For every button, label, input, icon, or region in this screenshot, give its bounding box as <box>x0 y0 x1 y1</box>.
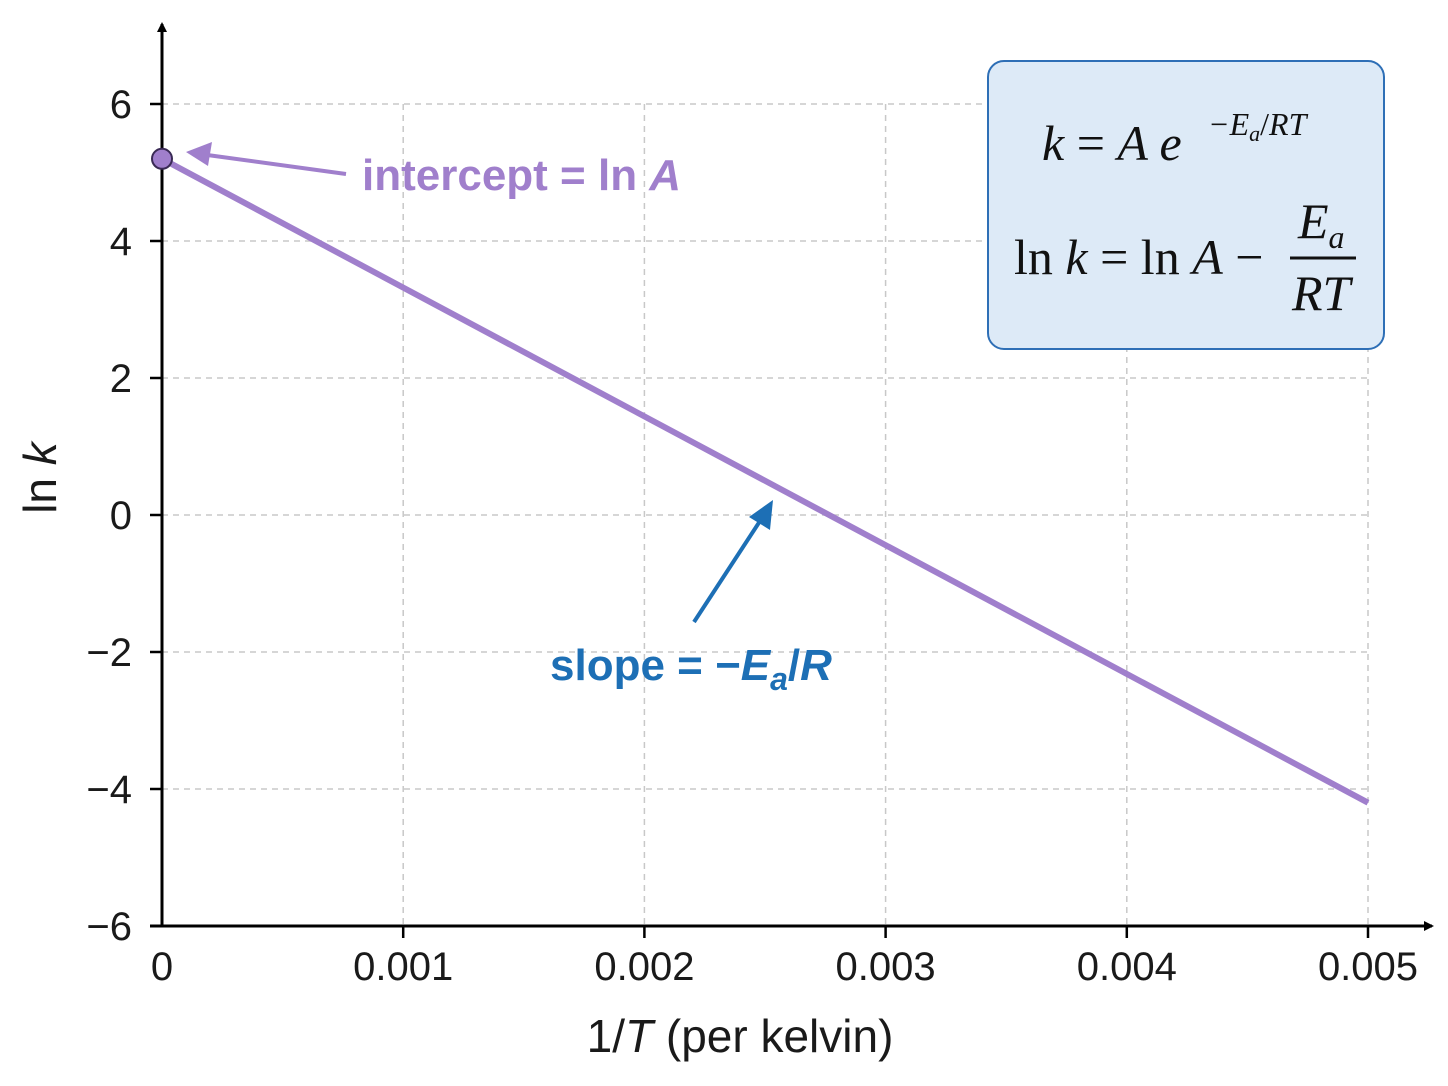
slope-arrowhead <box>749 500 773 530</box>
x-tick-label: 0 <box>151 945 173 989</box>
y-tick-label: −6 <box>86 905 132 949</box>
slope-arrow <box>692 516 764 624</box>
intercept-annotation: intercept = ln A <box>362 151 681 200</box>
intercept-arrowhead <box>186 142 212 166</box>
arrhenius-equation: k = A e <box>1042 115 1182 171</box>
y-tick-label: −4 <box>86 768 132 812</box>
linearized-equation: ln k = ln A − <box>1014 229 1263 285</box>
y-tick-label: 4 <box>110 220 132 264</box>
x-tick-label: 0.003 <box>836 945 936 989</box>
y-axis-label: ln k <box>14 440 66 514</box>
arrhenius-exponent: −Ea/RT <box>1208 106 1309 146</box>
fraction-denominator: RT <box>1291 265 1354 321</box>
equation-box: k = A e −Ea/RT ln k = ln A − Ea RT <box>987 60 1385 350</box>
tick-labels: 6 4 2 0 −2 −4 −6 0 0.001 0.002 0.003 0.004 0.005 <box>86 83 1418 989</box>
series-line <box>160 156 1370 806</box>
intercept-arrow <box>199 152 347 176</box>
fraction-numerator: Ea <box>1297 193 1345 255</box>
x-axis-label: 1/T (per kelvin) <box>587 1010 894 1062</box>
x-tick-label: 0.001 <box>353 945 453 989</box>
x-tick-label: 0.004 <box>1077 945 1177 989</box>
y-tick-label: 0 <box>110 494 132 538</box>
slope-annotation: slope = −Ea/R <box>550 641 832 697</box>
x-tick-label: 0.002 <box>594 945 694 989</box>
intercept-point <box>151 147 173 170</box>
axes <box>150 22 1434 938</box>
y-tick-label: 6 <box>110 83 132 127</box>
annotations <box>186 142 773 624</box>
series-layer <box>151 147 1370 806</box>
equation-box-background <box>987 60 1385 350</box>
y-tick-label: −2 <box>86 631 132 675</box>
y-tick-label: 2 <box>110 357 132 401</box>
x-tick-label: 0.005 <box>1318 945 1418 989</box>
